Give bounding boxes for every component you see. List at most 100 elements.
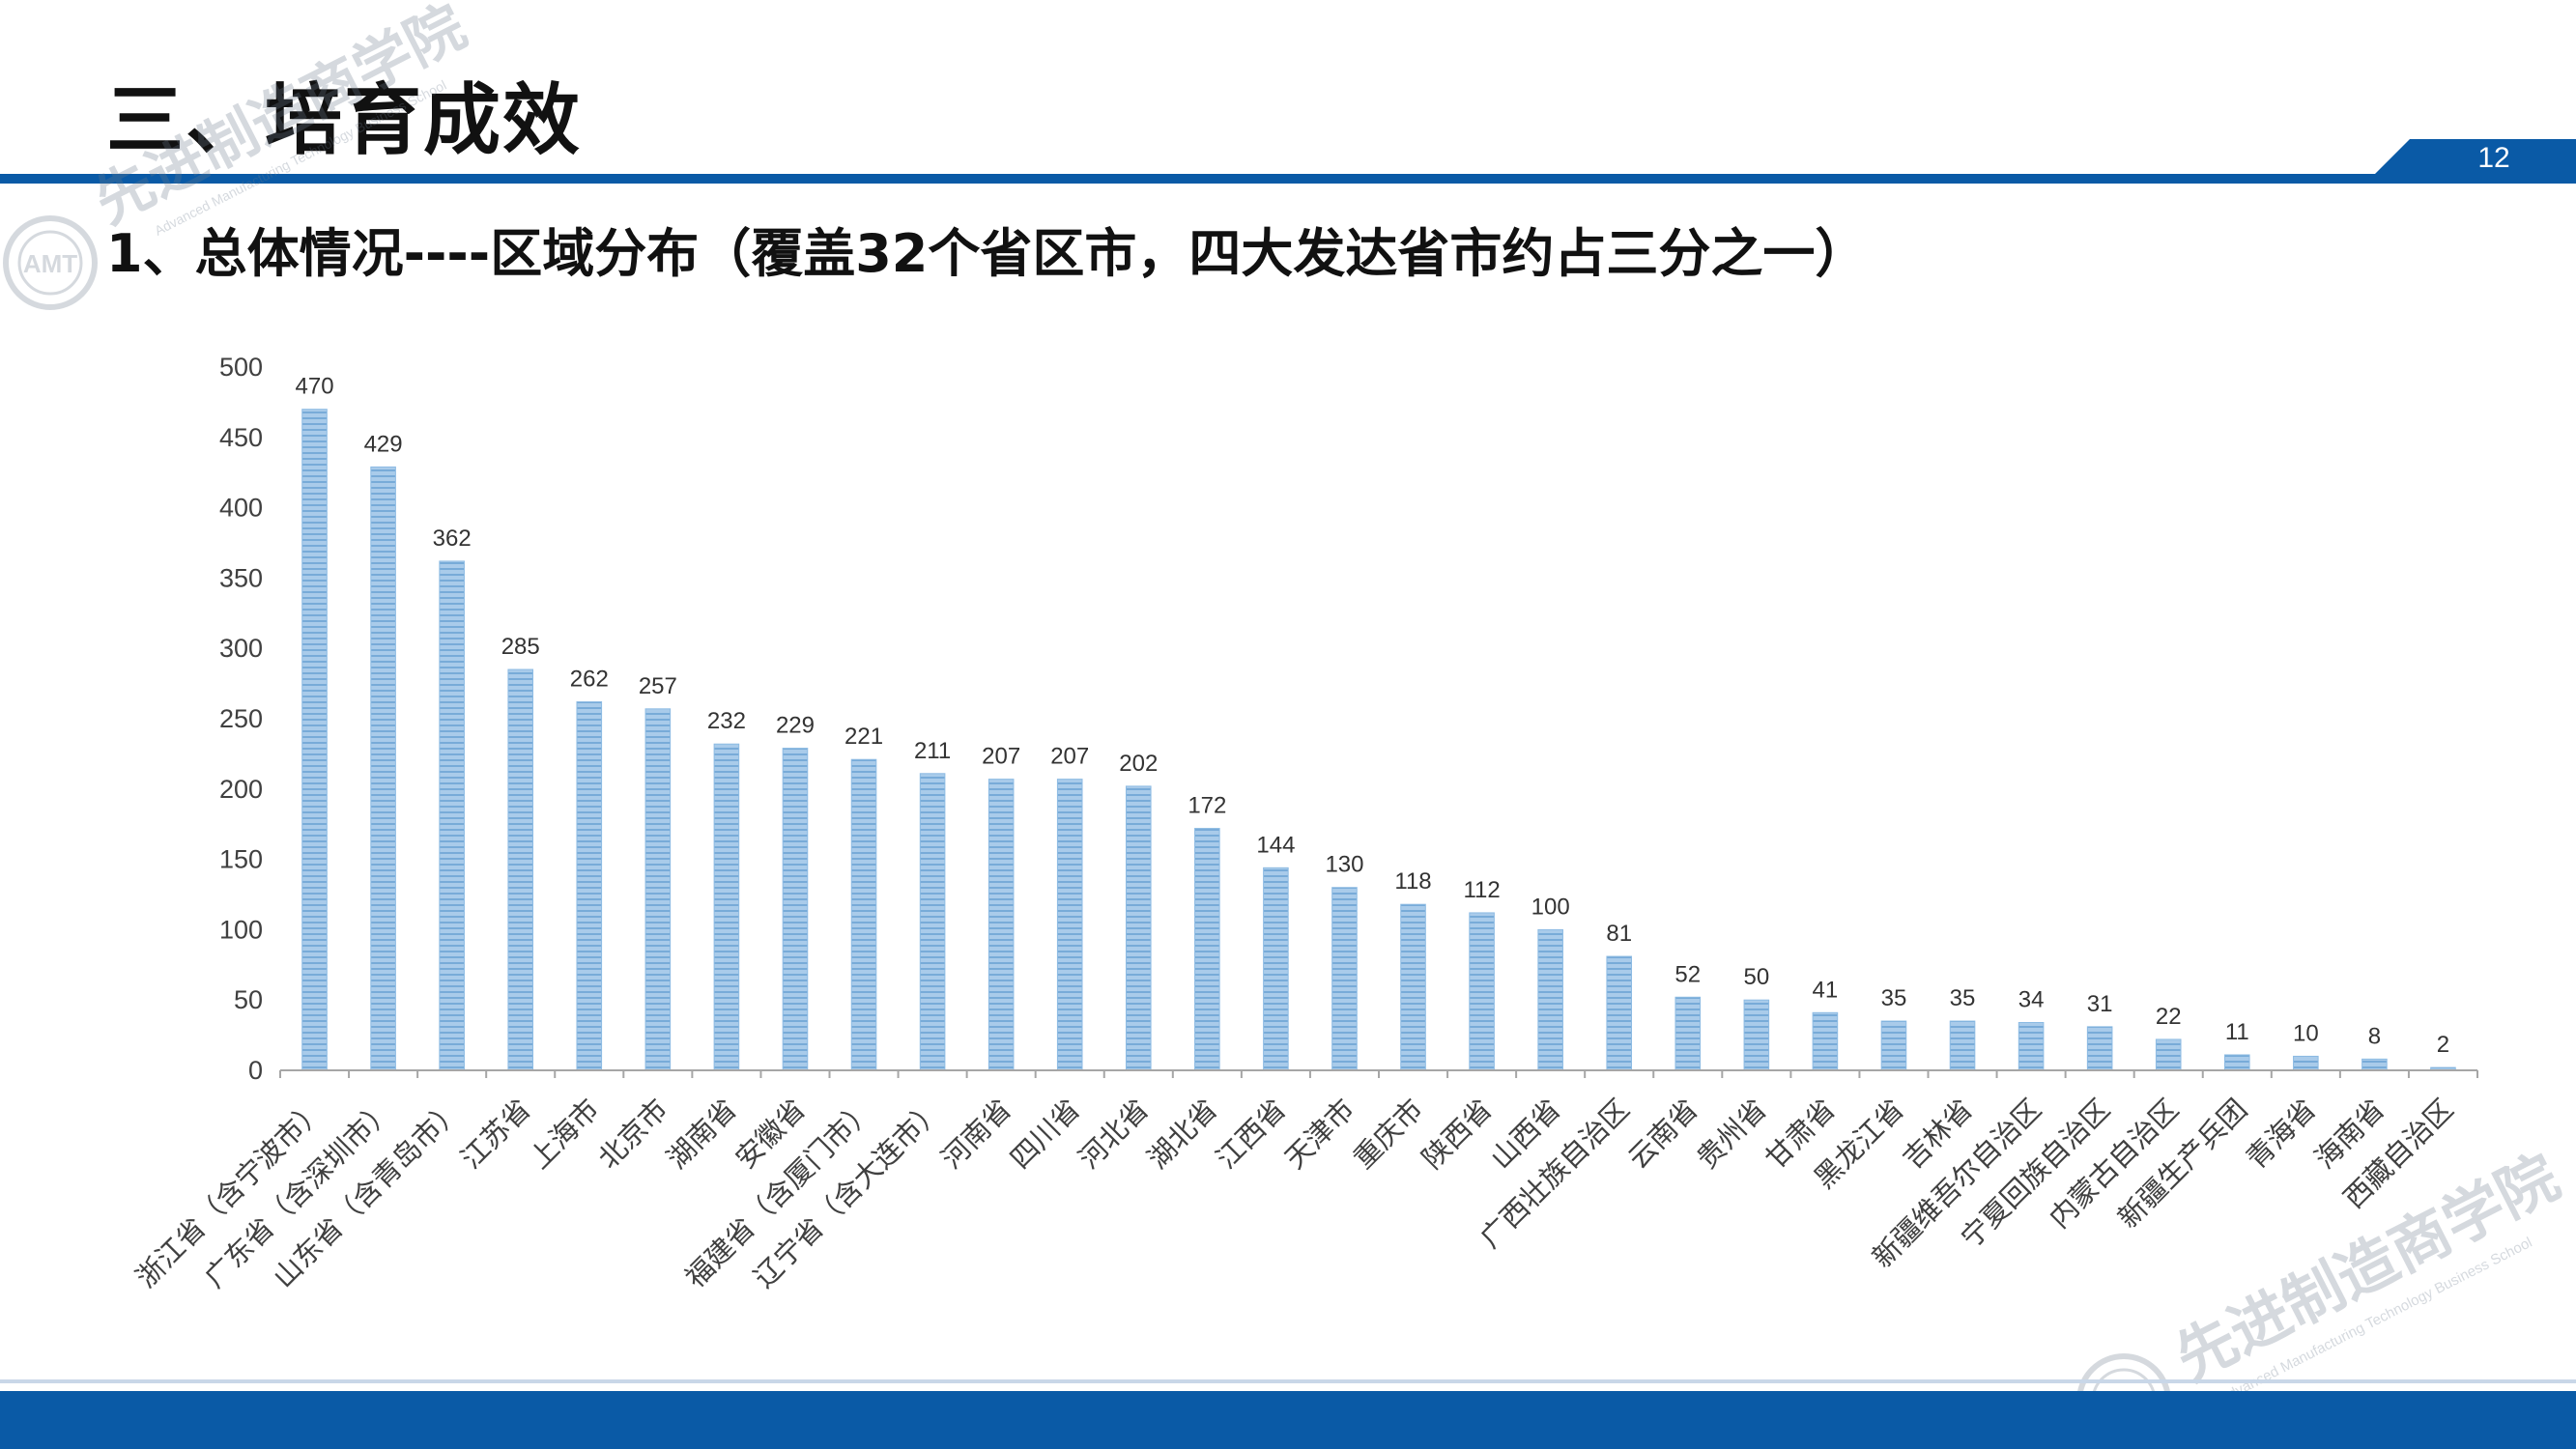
y-tick-label: 400 (219, 494, 263, 523)
data-label: 31 (2087, 991, 2113, 1017)
bar (2018, 1021, 2045, 1071)
data-label: 362 (433, 526, 472, 552)
bar (1194, 828, 1220, 1071)
data-label: 172 (1188, 793, 1226, 819)
emblem-text: AMT (23, 249, 77, 278)
data-label: 285 (501, 634, 540, 660)
bar (2155, 1038, 2182, 1071)
x-tick-label: 河北省 (1073, 1093, 1156, 1176)
x-tick-label: 贵州省 (1690, 1093, 1773, 1176)
y-tick-label: 300 (219, 634, 263, 663)
data-label: 100 (1531, 894, 1570, 920)
y-tick-label: 50 (234, 985, 263, 1014)
bar (576, 701, 603, 1071)
data-label: 8 (2368, 1023, 2381, 1049)
data-label: 11 (2225, 1019, 2249, 1045)
x-tick-label: 湖南省 (660, 1093, 743, 1176)
data-label: 35 (1950, 985, 1976, 1011)
y-tick-label: 350 (219, 563, 263, 592)
y-tick-label: 150 (219, 845, 263, 874)
bar (987, 779, 1015, 1071)
x-tick-label: 重庆市 (1347, 1093, 1430, 1176)
data-label: 202 (1119, 751, 1158, 777)
data-label: 221 (844, 724, 883, 750)
bar (1056, 779, 1083, 1071)
bar (370, 466, 396, 1071)
bar (2223, 1054, 2250, 1071)
data-label: 2 (2437, 1032, 2449, 1058)
bar (1674, 996, 1702, 1071)
bar (439, 560, 465, 1071)
data-label: 22 (2156, 1004, 2182, 1030)
y-tick-label: 0 (248, 1056, 263, 1085)
data-label: 130 (1325, 852, 1363, 878)
data-label: 207 (982, 744, 1020, 770)
bar (1812, 1011, 1839, 1071)
bar (1400, 903, 1426, 1071)
bar (1469, 912, 1495, 1071)
bar (1125, 785, 1152, 1071)
bar (850, 758, 877, 1071)
x-tick-label: 天津市 (1278, 1093, 1361, 1176)
bar (2086, 1026, 2113, 1071)
bar (782, 748, 809, 1071)
bar (919, 773, 946, 1071)
data-label: 112 (1463, 877, 1500, 903)
bar (1537, 928, 1563, 1071)
footer-bar (0, 1391, 2576, 1449)
x-tick-label: 青海省 (2240, 1093, 2323, 1176)
x-tick-label: 江苏省 (454, 1093, 537, 1176)
data-label: 144 (1256, 832, 1295, 858)
y-tick-label: 450 (219, 423, 263, 452)
bar (507, 668, 534, 1071)
data-label: 211 (914, 738, 951, 764)
data-label: 52 (1674, 961, 1701, 987)
bar (1949, 1020, 1976, 1071)
data-label: 207 (1050, 744, 1089, 770)
header-rule (0, 174, 2576, 184)
x-tick-label: 河南省 (935, 1093, 1018, 1176)
data-label: 34 (2018, 986, 2045, 1012)
bar (713, 743, 740, 1071)
data-label: 429 (364, 431, 403, 457)
bar (1331, 887, 1358, 1071)
bar (2361, 1058, 2388, 1071)
data-label: 257 (639, 673, 677, 699)
school-watermark-top: AMT 先进制造商学院 Advanced Manufacturing Techn… (3, 0, 476, 310)
bar (2293, 1055, 2319, 1071)
x-tick-label: 陕西省 (1416, 1093, 1499, 1176)
bar (1880, 1020, 1907, 1071)
y-axis: 0 50 100 150 200 250 300 350 400 450 500 (219, 353, 263, 1085)
data-label: 232 (707, 708, 746, 734)
bar (1743, 999, 1770, 1071)
section-subtitle: 1、总体情况----区域分布（覆盖32个省区市，四大发达省市约占三分之一） (106, 223, 1868, 284)
x-tick-label: 云南省 (1621, 1093, 1704, 1176)
data-label: 229 (776, 713, 815, 739)
data-label: 262 (570, 667, 609, 693)
data-label: 118 (1394, 868, 1431, 895)
data-label: 470 (296, 374, 334, 400)
bar (644, 708, 672, 1071)
bar (301, 409, 328, 1071)
y-tick-label: 200 (219, 775, 263, 804)
emblem-icon: AMT (3, 215, 98, 310)
x-tick-label: 四川省 (1004, 1093, 1087, 1176)
x-tick-label: 上海市 (523, 1093, 606, 1176)
bar (1263, 867, 1289, 1071)
x-tick-label: 江西省 (1210, 1093, 1293, 1176)
data-label: 10 (2293, 1020, 2319, 1046)
slide-title: 三、培育成效 (106, 75, 582, 165)
bars (301, 409, 2456, 1071)
y-tick-label: 250 (219, 704, 263, 733)
data-label: 50 (1743, 964, 1769, 990)
page-number: 12 (2477, 142, 2510, 174)
y-tick-label: 500 (219, 353, 263, 382)
footer-line (0, 1379, 2576, 1383)
x-axis: 浙江省（含宁波市）广东省（含深圳市）山东省（含青岛市）江苏省上海市北京市湖南省安… (129, 1069, 2478, 1294)
x-tick-label: 北京市 (591, 1093, 674, 1176)
school-watermark-bottom: AMT 先进制造商学院 Advanced Manufacturing Techn… (2076, 1141, 2570, 1448)
data-label: 81 (1606, 921, 1632, 947)
y-tick-label: 100 (219, 915, 263, 944)
